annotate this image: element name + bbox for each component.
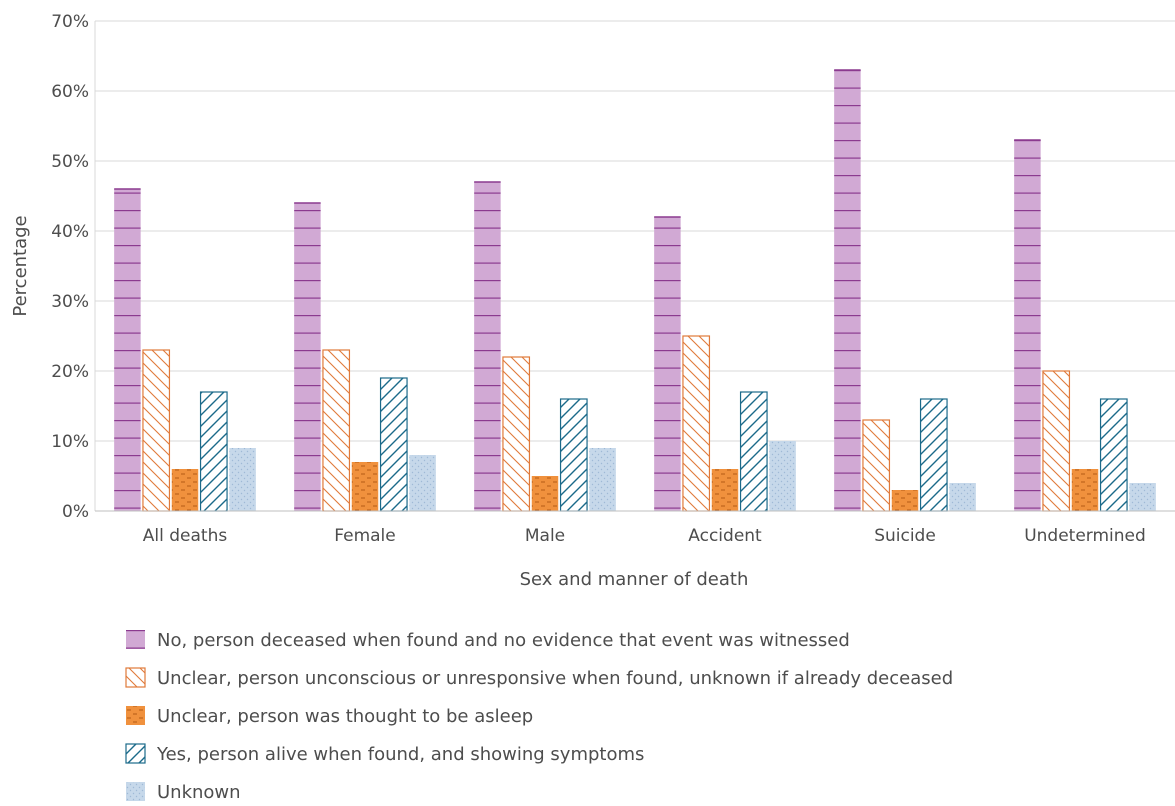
y-tick-label: 0% <box>62 502 89 522</box>
y-tick-label: 60% <box>51 82 89 102</box>
bar <box>1042 370 1071 512</box>
bar <box>1071 469 1099 511</box>
x-tick-label: Female <box>334 526 395 546</box>
bar <box>502 356 531 512</box>
x-tick-label: Male <box>525 526 565 546</box>
y-axis-tick-labels: 0% 10% 20% 30% 40% 50% 60% 70% <box>51 12 89 522</box>
bar <box>379 377 408 512</box>
legend-swatch <box>126 706 145 725</box>
x-tick-label: Suicide <box>874 526 936 546</box>
bar <box>739 391 768 512</box>
bar <box>199 391 228 512</box>
bar <box>589 448 616 511</box>
bar <box>769 441 796 511</box>
x-tick-label: Accident <box>688 526 762 546</box>
x-tick-label: Undetermined <box>1024 526 1146 546</box>
legend-swatch <box>126 782 145 801</box>
y-axis-title: Percentage <box>10 215 31 316</box>
bar <box>142 349 171 512</box>
legend-label: Yes, person alive when found, and showin… <box>156 744 644 765</box>
bar <box>1099 398 1128 512</box>
legend-item: Yes, person alive when found, and showin… <box>125 743 644 765</box>
bar <box>474 182 501 511</box>
x-axis-tick-labels: All deaths Female Male Accident Suicide Undet… <box>143 526 1146 546</box>
bar <box>1014 140 1041 511</box>
bar <box>531 476 559 511</box>
legend-swatch <box>126 630 145 649</box>
legend-item: Unknown <box>126 782 241 803</box>
y-tick-label: 40% <box>51 222 89 242</box>
legend-swatch <box>125 743 146 764</box>
bar <box>862 419 891 512</box>
y-tick-label: 20% <box>51 362 89 382</box>
bar <box>654 217 681 511</box>
bar <box>171 469 199 511</box>
y-tick-label: 30% <box>51 292 89 312</box>
y-tick-label: 70% <box>51 12 89 32</box>
bar <box>1129 483 1156 511</box>
legend-item: Unclear, person was thought to be asleep <box>126 706 533 727</box>
legend-label: No, person deceased when found and no ev… <box>157 630 850 651</box>
legend-item: No, person deceased when found and no ev… <box>126 630 850 651</box>
bar <box>891 490 919 511</box>
legend: No, person deceased when found and no ev… <box>125 630 953 803</box>
bar <box>949 483 976 511</box>
bar <box>834 70 861 511</box>
bar <box>229 448 256 511</box>
bar <box>682 335 711 512</box>
bar <box>322 349 351 512</box>
x-tick-label: All deaths <box>143 526 228 546</box>
legend-item: Unclear, person unconscious or unrespons… <box>125 667 953 689</box>
bar <box>711 469 739 511</box>
y-tick-label: 50% <box>51 152 89 172</box>
x-axis-title: Sex and manner of death <box>520 569 749 590</box>
gridlines <box>94 20 1175 511</box>
bar <box>919 398 948 512</box>
legend-label: Unclear, person was thought to be asleep <box>157 706 533 727</box>
bars <box>114 69 1156 512</box>
bar <box>351 462 379 511</box>
bar <box>409 455 436 511</box>
bar <box>294 203 321 511</box>
bar <box>559 398 588 512</box>
legend-swatch <box>125 667 146 688</box>
y-tick-label: 10% <box>51 432 89 452</box>
legend-label: Unclear, person unconscious or unrespons… <box>157 668 953 689</box>
bar <box>114 189 141 511</box>
legend-label: Unknown <box>157 782 241 802</box>
